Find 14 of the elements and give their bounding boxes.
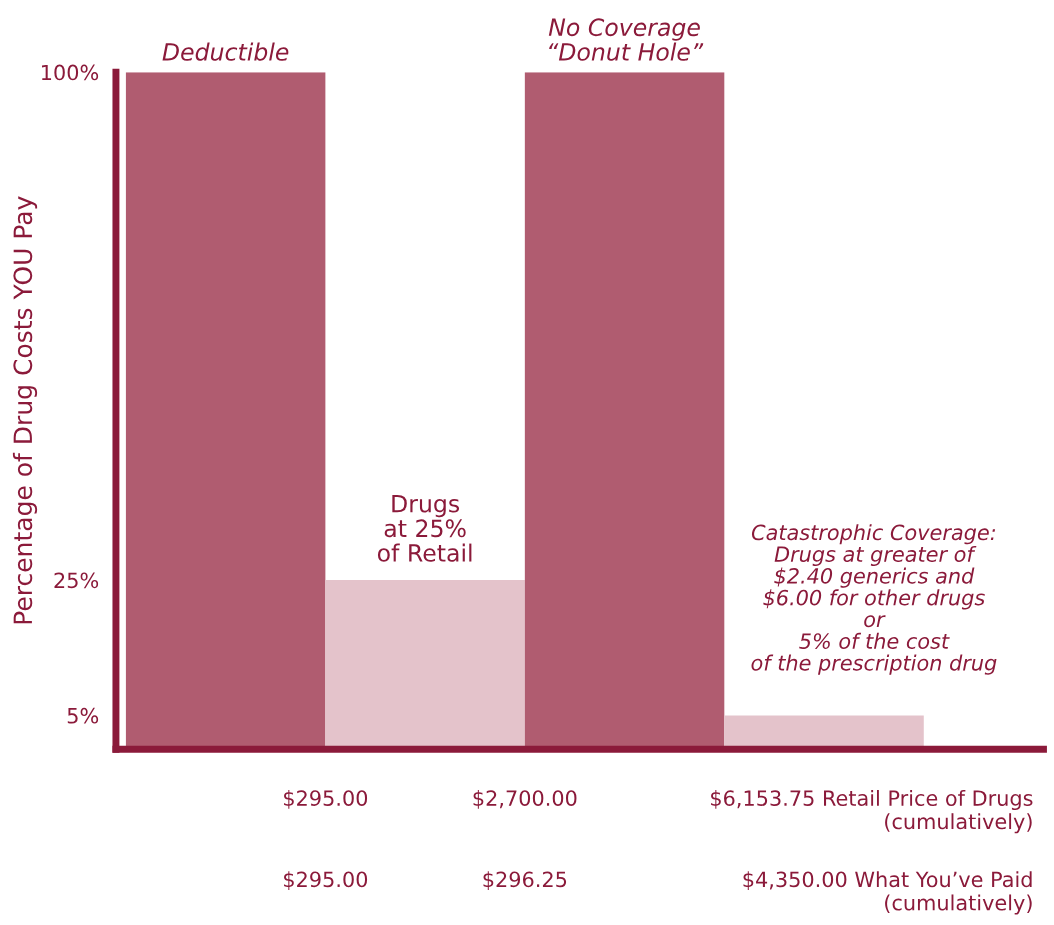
x-tick-label: Deductible [162, 42, 289, 61]
y-tick-label: 5% [67, 707, 99, 724]
text: $6,153.75 Retail Price of Drugs (cumulatively) [711, 789, 1033, 834]
x-tick-label: Catastrophic Coverage: Drugs at greater of $2.40 generics and $6.00 for other drugs or 5% of the cost of the prescription drug [751, 524, 997, 675]
text: $296.25 [483, 871, 567, 891]
text: $295.00 [284, 789, 368, 809]
y-tick-label: 100% [42, 64, 99, 81]
y-tick-label: 25% [54, 572, 99, 589]
x-tick-label: No Coverage “Donut Hole” [548, 18, 704, 61]
text: $4,350.00 What You’ve Paid (cumulatively) [743, 871, 1032, 915]
y-axis-title: Percentage of Drug Costs YOU Pay [12, 196, 38, 624]
text: $295.00 [284, 871, 368, 891]
text: $2,700.00 [473, 789, 577, 809]
x-tick-label: Drugs at 25% of Retail [377, 495, 472, 562]
